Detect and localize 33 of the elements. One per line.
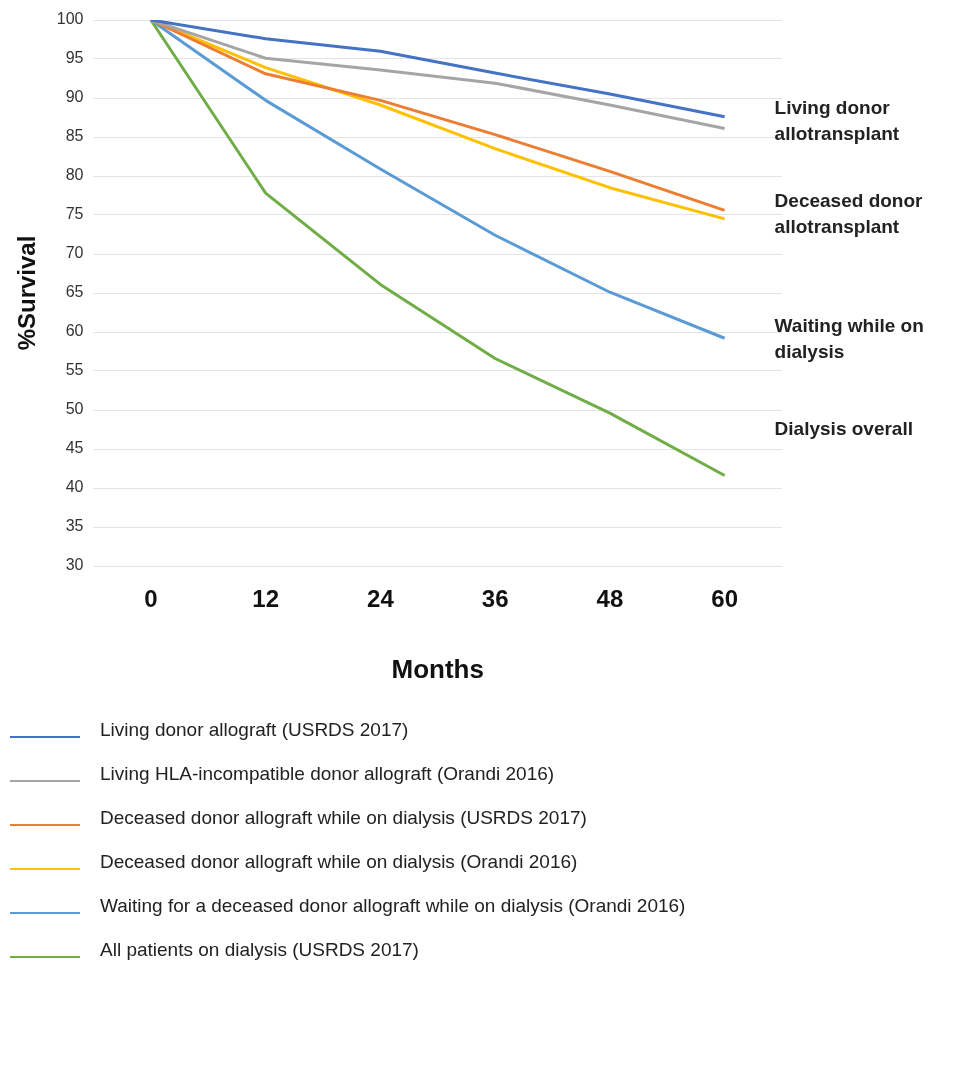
annotation: Deceased donor allotransplant <box>774 190 924 238</box>
x-tick-label: 12 <box>252 585 279 613</box>
annotation: Waiting while on dialysis <box>774 315 924 363</box>
x-tick-label: 36 <box>481 585 509 613</box>
x-axis-title: Months <box>391 653 484 684</box>
x-tick-label: 48 <box>596 585 624 613</box>
y-tick-label: 90 <box>65 88 84 106</box>
legend-label: All patients on dialysis (USRDS 2017) <box>100 939 419 961</box>
legend-label: Deceased donor allograft while on dialysis (Orandi 2016) <box>100 851 578 873</box>
legend-label: Living HLA-incompatible donor allograft (Orandi 2016) <box>100 763 555 785</box>
y-tick-label: 30 <box>65 556 84 574</box>
y-tick-label: 65 <box>65 283 84 301</box>
y-tick-label: 45 <box>65 439 84 457</box>
y-tick-label: 85 <box>65 127 84 145</box>
x-tick-label: 24 <box>367 585 395 613</box>
y-tick-label: 100 <box>56 10 84 28</box>
y-tick-label: 95 <box>65 49 84 67</box>
y-tick-label: 75 <box>65 205 84 223</box>
x-tick-label: 0 <box>144 585 158 613</box>
y-axis-title: %Survival <box>13 235 41 351</box>
y-tick-label: 70 <box>65 244 84 262</box>
y-tick-label: 60 <box>65 322 84 340</box>
y-tick-label: 55 <box>65 361 84 379</box>
x-tick-label: 60 <box>711 585 738 613</box>
legend-label: Waiting for a deceased donor allograft while on dialysis (Orandi 2016) <box>100 895 686 917</box>
y-tick-label: 40 <box>65 478 84 496</box>
annotation: Dialysis overall <box>774 418 913 440</box>
y-tick-label: 50 <box>65 400 84 418</box>
y-tick-label: 80 <box>65 166 84 184</box>
y-tick-label: 35 <box>65 517 84 535</box>
legend-label: Living donor allograft (USRDS 2017) <box>100 719 409 741</box>
legend-label: Deceased donor allograft while on dialysis (USRDS 2017) <box>100 807 587 829</box>
annotation: Living donor allotransplant <box>774 96 900 144</box>
